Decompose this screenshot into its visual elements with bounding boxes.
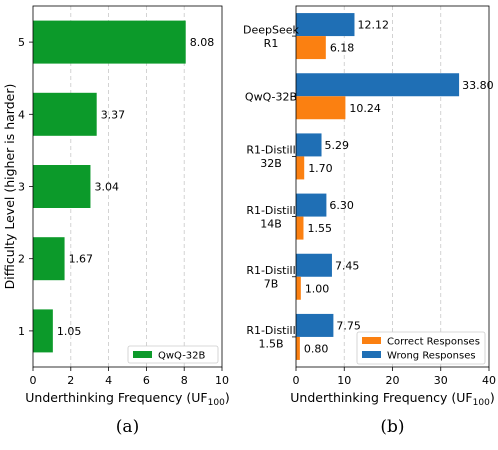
panel-b-bar-wrong <box>296 13 355 37</box>
panel-a-legend: QwQ-32B <box>127 345 219 364</box>
panel-b-caption: (b) <box>380 417 404 437</box>
panel-a-bar <box>33 92 97 136</box>
panel-a-bar <box>33 20 186 64</box>
panel-b-plot-frame <box>295 5 490 368</box>
panel-b-x-tick-label: 20 <box>386 374 400 387</box>
panel-b-y-tick-label: QwQ-32B <box>245 90 297 103</box>
panel-a-caption: (a) <box>116 417 139 437</box>
panel-b-bar-wrong <box>296 193 327 217</box>
panel-a-y-tick-label: 2 <box>18 253 25 266</box>
panel-b-x-tick-label: 30 <box>434 374 448 387</box>
panel-a-x-tick-label: 10 <box>215 374 229 387</box>
panel-b-legend-swatch <box>362 351 381 358</box>
panel-b-y-tick-label: R1-Distill <box>246 264 295 277</box>
panel-b-bar-correct <box>296 156 305 180</box>
panel-b-bar-correct <box>296 36 326 60</box>
panel-b-bar-wrong <box>296 133 322 157</box>
panel-b-y-tick-label: R1-Distill <box>246 144 295 157</box>
panel-a-data-label: 1.05 <box>57 325 82 338</box>
panel-b-y-tick-label: 14B <box>260 217 282 230</box>
panel-b-y-tick-label: 32B <box>260 157 282 170</box>
panel-a-x-tick-label: 6 <box>143 374 150 387</box>
panel-a-y-tick-label: 1 <box>18 325 25 338</box>
panel-a-x-tick-label: 8 <box>181 374 188 387</box>
panel-b-bar-correct <box>296 276 301 300</box>
panel-b-y-tick-label: 7B <box>264 278 279 291</box>
panel-a-legend-box <box>127 345 219 364</box>
panel-a-plot-frame <box>32 5 223 368</box>
panel-b-y-tick-label: R1-Distill <box>246 204 295 217</box>
panel-a-data-label: 8.08 <box>190 36 215 49</box>
panel-b-legend-swatch <box>362 337 381 344</box>
panel-a-x-tick-label: 0 <box>30 374 37 387</box>
panel-b-data-label-wrong: 12.12 <box>357 19 389 32</box>
panel-a-x-tick-label: 2 <box>67 374 74 387</box>
panel-b-y-tick-label: R1 <box>264 37 279 50</box>
panel-b-x-axis-label: Underthinking Frequency (UF100) <box>290 390 494 408</box>
panel-a-data-label: 3.04 <box>94 181 119 194</box>
panel-a-y-tick-label: 5 <box>18 36 25 49</box>
panel-b-data-label-correct: 10.24 <box>349 102 381 115</box>
panel-b-bar-wrong <box>296 73 460 97</box>
panel-a-data-label: 1.67 <box>69 253 94 266</box>
panel-b-data-label-wrong: 7.45 <box>335 259 360 272</box>
panel-b-y-tick-label: R1-Distill <box>246 324 295 337</box>
panel-b-x-tick-label: 10 <box>337 374 351 387</box>
panel-a-y-axis-label: Difficulty Level (higher is harder) <box>2 84 17 290</box>
panel-b-legend-box <box>356 331 486 365</box>
panel-b-data-label-wrong: 6.30 <box>329 199 354 212</box>
panel-a-legend-label: QwQ-32B <box>158 351 206 362</box>
panel-a-x-tick-label: 4 <box>105 374 112 387</box>
panel-a-y-tick-label: 4 <box>18 108 25 121</box>
panel-b-legend-label: Correct Responses <box>387 337 480 348</box>
panel-b-data-label-correct: 6.18 <box>330 42 355 55</box>
panel-a-bar <box>33 237 65 281</box>
panel-b-data-label-correct: 1.70 <box>308 162 333 175</box>
panel-b-x-tick-label: 0 <box>293 374 300 387</box>
panel-b-bar-correct <box>296 336 300 360</box>
panel-b-bar-correct <box>296 96 346 120</box>
panel-b-data-label-correct: 1.55 <box>307 222 332 235</box>
panel-b-legend: Correct Responses Wrong Responses <box>356 331 486 365</box>
panel-a-bar <box>33 309 53 353</box>
panel-a-y-tick-label: 3 <box>18 181 25 194</box>
panel-b-x-tick-label: 40 <box>482 374 496 387</box>
panel-a-x-axis-label: Underthinking Frequency (UF100) <box>25 390 229 408</box>
panel-b-legend-label: Wrong Responses <box>387 351 476 362</box>
panel-b-data-label-wrong: 5.29 <box>325 139 350 152</box>
panel-b-data-label-correct: 1.00 <box>305 282 330 295</box>
panel-b-data-label-wrong: 7.75 <box>336 319 361 332</box>
panel-b-data-label-correct: 0.80 <box>304 342 329 355</box>
panel-a-legend-swatch <box>133 351 152 358</box>
panel-b-y-tick-label: DeepSeek <box>243 23 300 36</box>
panel-b-bar-wrong <box>296 253 332 277</box>
panel-b-y-tick-label: 1.5B <box>258 338 283 351</box>
panel-b-bar-wrong <box>296 313 334 337</box>
panel-b-bar-correct <box>296 216 304 240</box>
panel-a-bar <box>33 165 91 208</box>
panel-b-data-label-wrong: 33.80 <box>462 79 494 92</box>
panel-a-data-label: 3.37 <box>101 108 126 121</box>
